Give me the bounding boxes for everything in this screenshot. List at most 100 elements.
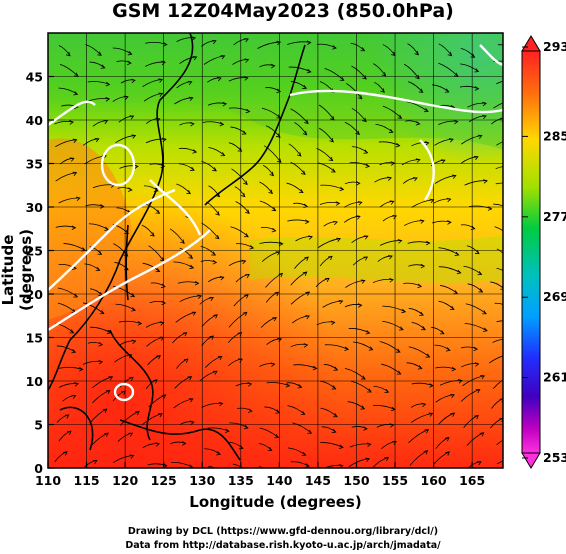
streamline-arrow [278,241,284,247]
y-tick-label: 25 [26,244,43,259]
streamline-arrow [417,283,423,289]
streamline-arrow [401,308,407,314]
streamline-arrow [328,255,333,261]
streamline-arrow [181,441,187,446]
streamline-arrow [447,220,452,225]
streamline [202,121,224,125]
streamline-arrow [480,375,486,380]
colorbar-label: 269 [543,289,566,304]
y-tick-label: 30 [26,200,44,215]
streamline [344,367,366,380]
streamline-arrow [245,209,250,214]
streamline-arrow [245,108,251,114]
streamline-arrow [155,209,161,214]
streamline-arrow [333,220,338,226]
streamline-arrow [333,413,338,418]
streamline-arrow [301,170,306,175]
streamline-arrow [482,101,487,107]
streamline-arrow [137,321,143,326]
streamline [349,162,370,167]
streamline [493,203,503,207]
streamline-arrow [446,197,452,203]
streamline-arrow [129,454,135,459]
streamline [465,303,487,315]
streamline [87,81,110,85]
streamline-arrow [421,402,427,408]
streamline [288,66,311,73]
streamline [179,295,202,303]
streamline [411,199,434,208]
streamline [82,302,105,314]
streamline-arrow [329,137,334,143]
streamline [89,408,107,424]
streamline [382,305,406,313]
streamline-arrow [271,227,277,233]
streamline-arrow [428,412,434,417]
streamline [59,366,83,370]
streamline-arrow [331,385,337,390]
streamline-arrow [244,233,249,238]
streamline [90,326,111,334]
streamline-arrow [388,128,394,133]
streamline [292,422,312,434]
streamline [179,247,193,259]
streamline-arrow [506,305,510,309]
streamline-arrow [158,78,164,83]
streamline [408,429,429,444]
streamline-arrow [328,156,334,162]
streamline-arrow [128,432,134,437]
streamline [145,41,168,45]
streamline [115,303,136,311]
streamline-arrow [298,188,304,194]
streamline [265,125,281,138]
streamline [324,68,345,81]
streamline-arrow [511,138,515,142]
streamline-arrow [362,75,367,80]
streamline [57,287,78,298]
streamline-arrow [513,183,517,187]
streamline [228,142,242,152]
streamline-arrow [479,432,485,437]
colorbar: 293 285 277 269 261 253 [521,35,566,469]
streamline-arrow [339,186,345,192]
streamline-arrow [355,181,361,186]
streamline-arrow [135,410,140,416]
streamline-arrow [504,256,508,260]
streamline-arrow [182,332,188,337]
x-tick-label: 145 [305,473,331,488]
streamline [148,245,165,262]
streamline [259,427,279,438]
streamline [432,84,450,93]
streamline-arrow [161,137,167,143]
streamline-arrow [508,235,512,239]
streamline-arrow [332,45,337,50]
streamline [438,300,455,310]
streamline [351,65,367,80]
streamline-arrow [249,245,255,250]
streamline [57,302,76,313]
streamline-arrow [367,388,372,393]
streamline-arrow [238,445,244,450]
streamline-arrow [212,167,217,172]
streamline-arrow [389,278,394,283]
streamline-arrow [365,330,371,335]
streamline [175,311,196,323]
streamline [492,338,503,343]
streamline [466,432,484,446]
streamline-arrow [276,114,282,119]
streamline-arrow [361,375,366,380]
credit-data: Data from http://database.rish.kyoto-u.a… [125,540,441,551]
streamline [201,402,223,408]
streamline [112,285,135,297]
x-axis-ticks: 110 115 120 125 130 135 140 145 150 155 160 165 [35,462,485,488]
streamline-arrow [510,46,514,50]
streamline [201,161,217,172]
streamline-arrow [425,240,431,246]
x-tick-label: 130 [189,473,215,488]
streamline [55,172,77,182]
streamline-arrow [127,187,133,192]
y-tick-label: 40 [26,113,44,128]
streamline-arrow [449,138,454,143]
streamline-arrow [188,398,194,403]
